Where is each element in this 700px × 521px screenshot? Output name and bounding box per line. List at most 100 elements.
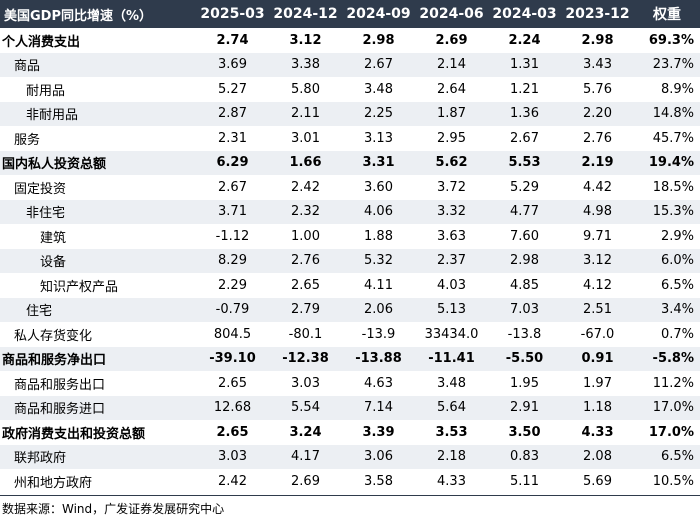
- value-cell: 2.65: [218, 375, 247, 391]
- value-cell: 12.68: [213, 400, 252, 416]
- value-cell: 2.65: [291, 277, 320, 293]
- value-cell: 2.64: [437, 81, 466, 97]
- gdp-growth-table: 美国GDP同比增速（%） 2025-03 2024-12 2024-09 202…: [0, 0, 700, 494]
- value-cell: 1.00: [291, 228, 320, 244]
- weight-cell: 17.0%: [652, 400, 694, 416]
- table-row: 耐用品 5.27 5.80 3.48 2.64 1.21 5.76 8.9%: [0, 77, 700, 102]
- value-cell: 3.39: [362, 424, 395, 440]
- table-row: 政府消费支出和投资总额 2.65 3.24 3.39 3.53 3.50 4.33 17.0%: [0, 420, 700, 445]
- value-cell: -11.41: [428, 351, 475, 367]
- header-2024-06: 2024-06: [419, 6, 484, 22]
- row-label: 国内私人投资总额: [2, 157, 107, 173]
- value-cell: 3.12: [583, 253, 612, 269]
- value-cell: 2.19: [581, 155, 614, 171]
- value-cell: 1.21: [510, 81, 539, 97]
- value-cell: 2.79: [291, 302, 320, 318]
- value-cell: 3.53: [435, 424, 468, 440]
- value-cell: 4.33: [581, 424, 614, 440]
- value-cell: 2.18: [437, 449, 466, 465]
- value-cell: 3.12: [289, 32, 322, 48]
- value-cell: 2.37: [437, 253, 466, 269]
- row-label: 知识产权产品: [40, 279, 119, 295]
- weight-cell: 3.4%: [660, 302, 694, 318]
- table-row: 建筑 -1.12 1.00 1.88 3.63 7.60 9.71 2.9%: [0, 224, 700, 249]
- value-cell: 3.50: [508, 424, 541, 440]
- row-label: 服务: [14, 132, 41, 148]
- row-label: 非耐用品: [26, 108, 79, 124]
- value-cell: 3.43: [583, 57, 612, 73]
- value-cell: -39.10: [209, 351, 256, 367]
- value-cell: 2.67: [510, 130, 539, 146]
- weight-cell: 23.7%: [652, 57, 694, 73]
- weight-cell: 14.8%: [652, 106, 694, 122]
- table-row: 服务 2.31 3.01 3.13 2.95 2.67 2.76 45.7%: [0, 126, 700, 151]
- value-cell: 3.69: [218, 57, 247, 73]
- value-cell: 2.91: [510, 400, 539, 416]
- value-cell: 2.76: [291, 253, 320, 269]
- value-cell: 0.91: [581, 351, 614, 367]
- value-cell: 3.38: [291, 57, 320, 73]
- value-cell: -67.0: [580, 326, 615, 342]
- value-cell: 5.64: [437, 400, 466, 416]
- value-cell: 3.48: [437, 375, 466, 391]
- header-weight: 权重: [653, 7, 681, 23]
- value-cell: 3.01: [291, 130, 320, 146]
- value-cell: 3.24: [289, 424, 322, 440]
- value-cell: 5.13: [437, 302, 466, 318]
- value-cell: 3.32: [437, 204, 466, 220]
- value-cell: 0.83: [510, 449, 539, 465]
- value-cell: 2.42: [218, 473, 247, 489]
- table-row: 州和地方政府 2.42 2.69 3.58 4.33 5.11 5.69 10.5%: [0, 469, 700, 494]
- value-cell: 2.65: [216, 424, 249, 440]
- table-row: 设备 8.29 2.76 5.32 2.37 2.98 3.12 6.0%: [0, 248, 700, 273]
- table-row: 商品和服务进口 12.68 5.54 7.14 5.64 2.91 1.18 17.0%: [0, 395, 700, 420]
- value-cell: 4.11: [364, 277, 393, 293]
- value-cell: 1.95: [510, 375, 539, 391]
- weight-cell: -5.8%: [652, 351, 694, 367]
- value-cell: 2.74: [216, 32, 249, 48]
- weight-cell: 6.5%: [660, 277, 694, 293]
- value-cell: 5.27: [218, 81, 247, 97]
- weight-cell: 19.4%: [648, 155, 694, 171]
- row-label: 固定投资: [14, 181, 67, 197]
- row-label: 住宅: [26, 304, 53, 320]
- value-cell: 2.20: [583, 106, 612, 122]
- value-cell: 5.80: [291, 81, 320, 97]
- value-cell: -80.1: [288, 326, 323, 342]
- value-cell: 3.03: [218, 449, 247, 465]
- value-cell: 2.69: [435, 32, 468, 48]
- value-cell: 2.42: [291, 179, 320, 195]
- value-cell: 5.11: [510, 473, 539, 489]
- row-label: 耐用品: [26, 83, 66, 99]
- value-cell: 2.14: [437, 57, 466, 73]
- value-cell: 2.67: [218, 179, 247, 195]
- weight-cell: 45.7%: [652, 130, 694, 146]
- weight-cell: 69.3%: [648, 32, 694, 48]
- value-cell: 3.60: [364, 179, 393, 195]
- value-cell: 7.14: [364, 400, 393, 416]
- table-row: 非耐用品 2.87 2.11 2.25 1.87 1.36 2.20 14.8%: [0, 101, 700, 126]
- row-label: 商品: [14, 59, 41, 75]
- value-cell: 3.03: [291, 375, 320, 391]
- table-row: 非住宅 3.71 2.32 4.06 3.32 4.77 4.98 15.3%: [0, 199, 700, 224]
- weight-cell: 8.9%: [660, 81, 694, 97]
- value-cell: 2.32: [291, 204, 320, 220]
- header-title: 美国GDP同比增速（%）: [4, 8, 153, 24]
- value-cell: 3.72: [437, 179, 466, 195]
- value-cell: 1.66: [289, 155, 322, 171]
- value-cell: 5.54: [291, 400, 320, 416]
- value-cell: 4.63: [364, 375, 393, 391]
- value-cell: 33434.0: [424, 326, 479, 342]
- row-label: 政府消费支出和投资总额: [2, 426, 146, 442]
- header-2024-12: 2024-12: [273, 6, 338, 22]
- value-cell: -13.88: [355, 351, 402, 367]
- value-cell: 2.11: [291, 106, 320, 122]
- value-cell: 4.85: [510, 277, 539, 293]
- table-body: 个人消费支出 2.74 3.12 2.98 2.69 2.24 2.98 69.3% 商品 3.6…: [0, 28, 700, 494]
- value-cell: 9.71: [583, 228, 612, 244]
- weight-cell: 6.5%: [660, 449, 694, 465]
- value-cell: 4.03: [437, 277, 466, 293]
- table-row: 知识产权产品 2.29 2.65 4.11 4.03 4.85 4.12 6.5%: [0, 273, 700, 298]
- table-row: 私人存货变化 804.5 -80.1 -13.9 33434.0 -13.8 -67.0 0.…: [0, 322, 700, 347]
